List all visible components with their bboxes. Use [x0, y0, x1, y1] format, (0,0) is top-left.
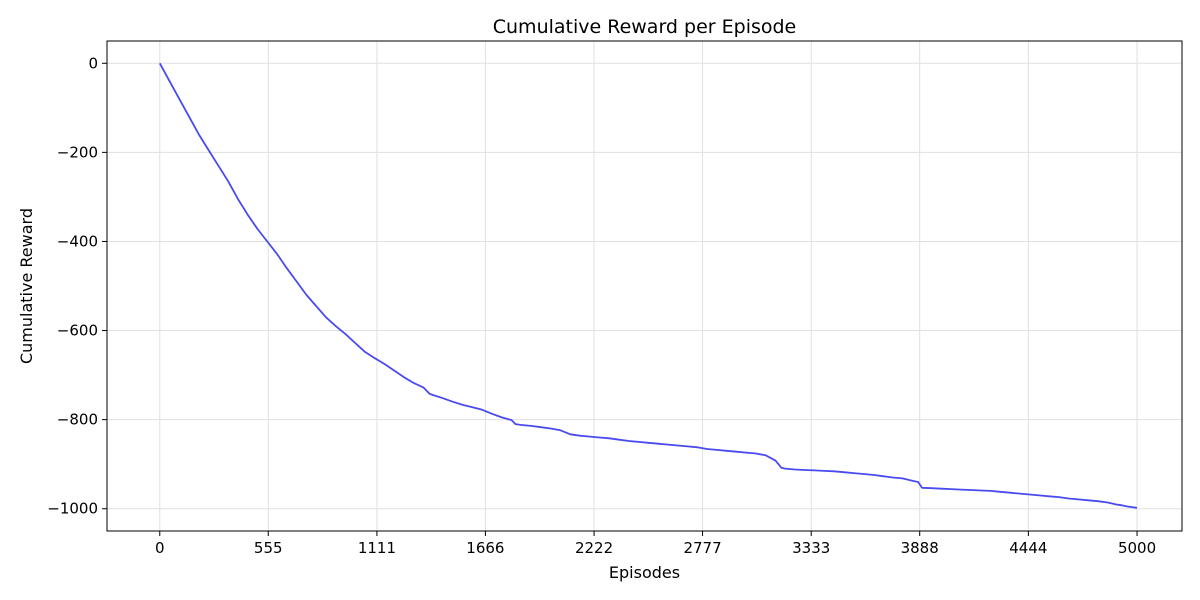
x-tick-label: 3888	[901, 539, 939, 557]
x-tick-label: 3333	[792, 539, 830, 557]
x-tick-label: 1666	[466, 539, 504, 557]
series-layer	[159, 62, 1138, 509]
y-tick-label: 0	[88, 54, 98, 72]
plot-area	[107, 41, 1182, 531]
chart-title: Cumulative Reward per Episode	[493, 16, 797, 38]
y-tick-label: −1000	[47, 500, 98, 518]
x-tick-label: 4444	[1009, 539, 1047, 557]
y-axis-label: Cumulative Reward	[17, 208, 36, 364]
x-tick-label: 5000	[1118, 539, 1156, 557]
x-tick-label: 555	[254, 539, 283, 557]
y-tick-label: −800	[57, 411, 98, 429]
axis-ticks: 0 555 1111 1666 2222 2777 3333 3888 4444 5000 0 −20…	[47, 54, 1156, 557]
x-tick-label: 1111	[358, 539, 396, 557]
x-axis-label: Episodes	[609, 563, 680, 582]
y-tick-label: −600	[57, 322, 98, 340]
x-tick-label: 2222	[575, 539, 613, 557]
grid	[107, 41, 1182, 531]
y-tick-label: −400	[57, 232, 98, 250]
plot-frame	[106, 40, 1183, 532]
series-line	[159, 62, 1138, 509]
x-tick-label: 2777	[683, 539, 721, 557]
x-tick-label: 0	[155, 539, 165, 557]
y-tick-label: −200	[57, 143, 98, 161]
